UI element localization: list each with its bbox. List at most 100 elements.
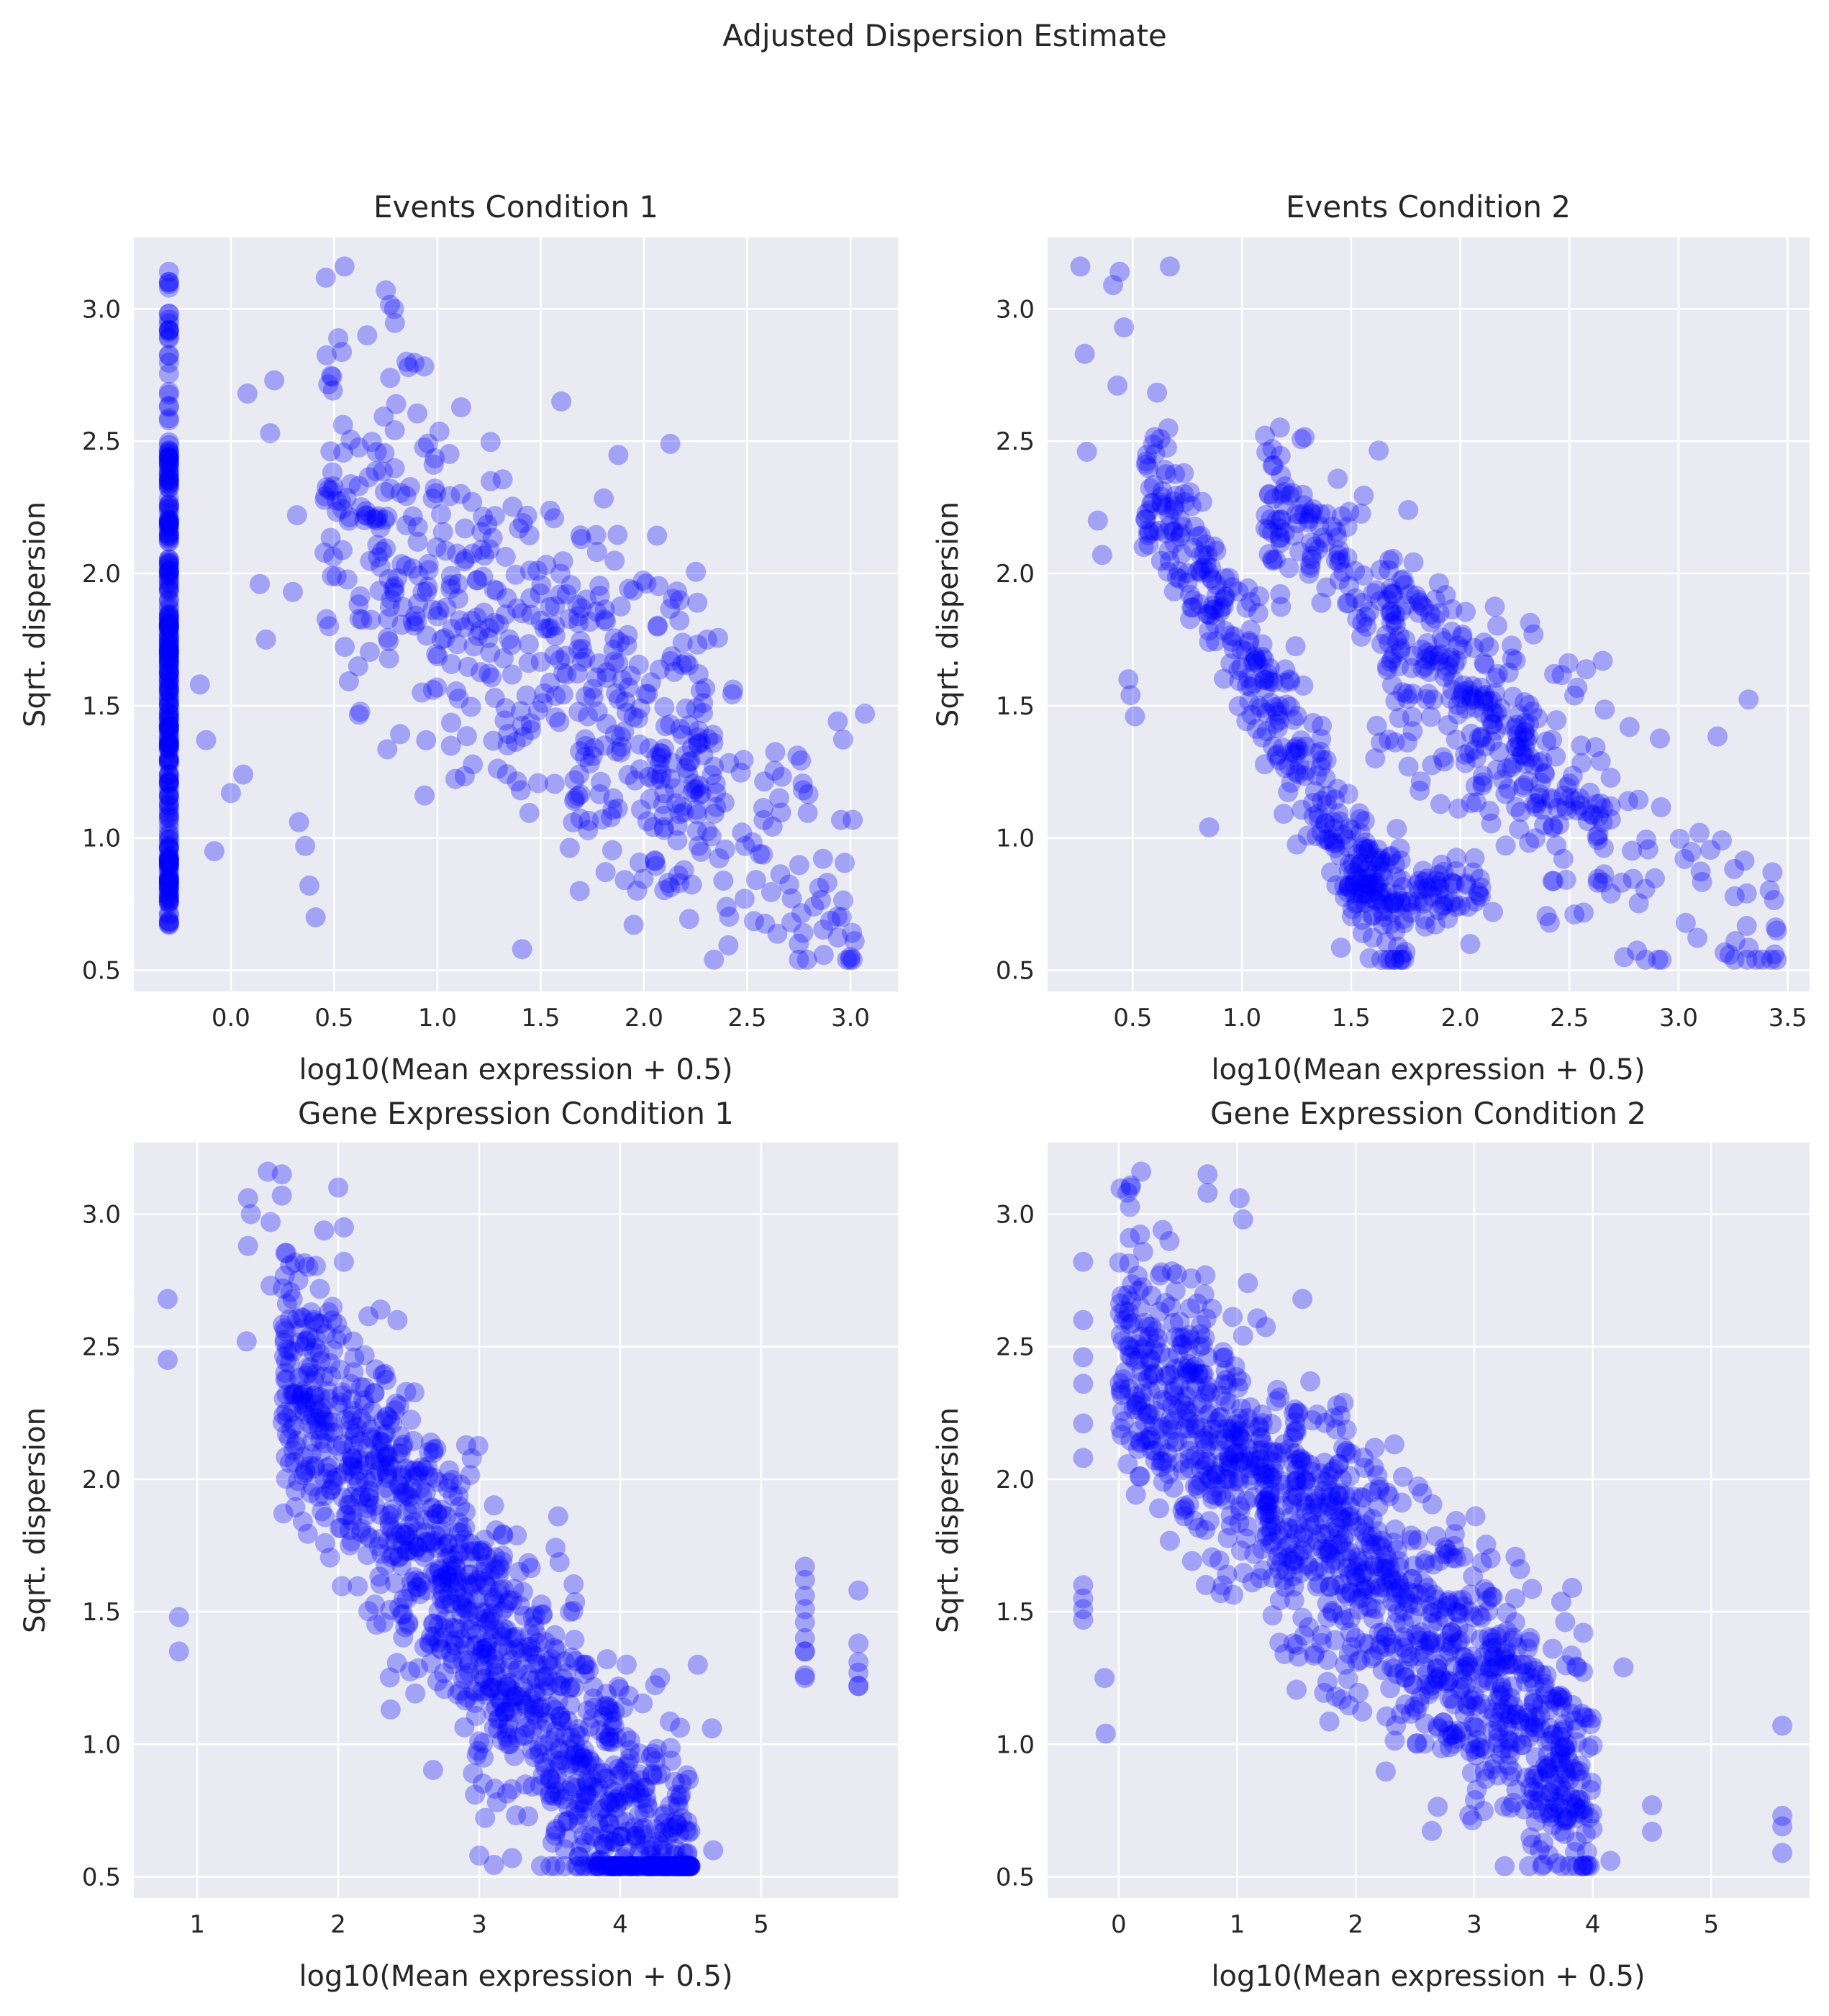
data-point — [595, 862, 616, 883]
data-point — [1390, 891, 1411, 912]
data-point — [158, 737, 179, 758]
data-point — [1270, 584, 1291, 604]
data-point — [1583, 805, 1604, 826]
data-point — [686, 561, 707, 582]
data-point — [296, 1331, 316, 1352]
data-point — [158, 611, 179, 632]
data-point — [1323, 812, 1344, 832]
data-point — [1342, 899, 1363, 920]
data-point — [1301, 1517, 1322, 1538]
data-point — [158, 530, 179, 551]
data-point — [1372, 861, 1393, 882]
data-point — [402, 558, 423, 579]
data-point — [1136, 503, 1157, 524]
data-point — [1515, 753, 1535, 774]
data-point — [168, 1641, 189, 1662]
data-point — [1555, 1739, 1576, 1760]
data-point — [704, 804, 725, 824]
data-point — [1303, 792, 1323, 813]
data-point — [158, 663, 179, 684]
data-point — [653, 817, 674, 837]
data-point — [318, 374, 339, 395]
data-point — [683, 773, 704, 794]
data-point — [1198, 1404, 1219, 1425]
data-point — [1156, 464, 1176, 485]
data-point — [513, 727, 534, 748]
data-point — [570, 525, 591, 546]
data-point — [158, 854, 179, 875]
data-point — [384, 582, 405, 603]
data-point — [480, 432, 501, 453]
data-point — [375, 1363, 395, 1384]
y-axis-label: Sqrt. dispersion — [19, 501, 52, 727]
x-tick-label: 4 — [1585, 1910, 1601, 1939]
data-point — [1307, 765, 1328, 786]
data-point — [1165, 1358, 1185, 1379]
data-point — [158, 889, 179, 909]
data-point — [1600, 1851, 1621, 1871]
data-point — [1274, 804, 1294, 825]
data-point — [1197, 545, 1218, 566]
y-tick-label: 1.5 — [82, 692, 121, 721]
data-point — [158, 733, 179, 754]
data-point — [686, 799, 707, 820]
data-point — [653, 819, 674, 840]
data-point — [158, 274, 179, 294]
data-point — [714, 839, 735, 860]
data-point — [1328, 468, 1348, 489]
data-point — [418, 576, 438, 597]
data-point — [1267, 744, 1288, 765]
data-point — [1380, 651, 1401, 672]
data-point — [418, 560, 439, 581]
data-point — [1125, 706, 1145, 727]
data-point — [1385, 604, 1406, 625]
data-point — [1369, 440, 1389, 461]
data-point — [158, 468, 179, 489]
data-point — [1484, 703, 1504, 724]
data-point — [1487, 759, 1507, 780]
data-point — [1531, 1784, 1552, 1804]
data-point — [158, 494, 179, 515]
data-point — [584, 737, 604, 758]
data-point — [1143, 475, 1164, 496]
data-point — [158, 884, 179, 905]
data-point — [348, 437, 369, 458]
data-point — [158, 749, 179, 770]
data-point — [1366, 891, 1386, 912]
data-point — [366, 442, 387, 463]
data-point — [1280, 671, 1301, 692]
data-point — [618, 677, 639, 698]
data-point — [158, 450, 179, 470]
data-point — [158, 772, 179, 793]
data-point — [333, 442, 354, 463]
data-point — [158, 764, 179, 785]
data-point — [1286, 1679, 1307, 1700]
data-point — [320, 1456, 341, 1476]
data-point — [1240, 619, 1261, 640]
data-point — [378, 648, 399, 669]
data-point — [158, 635, 179, 655]
data-point — [473, 566, 494, 587]
data-point — [426, 644, 447, 665]
data-point — [1456, 601, 1476, 622]
data-point — [1329, 811, 1350, 832]
data-point — [617, 625, 638, 645]
data-point — [602, 799, 623, 820]
data-point — [1540, 788, 1561, 809]
data-point — [1334, 876, 1355, 896]
data-point — [1215, 586, 1235, 607]
data-point — [1144, 427, 1165, 448]
data-point — [1197, 1183, 1218, 1203]
data-point — [445, 768, 466, 789]
data-point — [1137, 445, 1158, 465]
data-point — [672, 725, 693, 745]
data-point — [158, 524, 179, 544]
data-point — [645, 855, 666, 876]
data-point — [1593, 837, 1614, 858]
data-point — [675, 745, 696, 766]
data-point — [1322, 829, 1343, 850]
data-point — [384, 299, 404, 319]
data-point — [158, 849, 179, 870]
data-point — [1451, 895, 1471, 916]
data-point — [476, 1643, 496, 1664]
